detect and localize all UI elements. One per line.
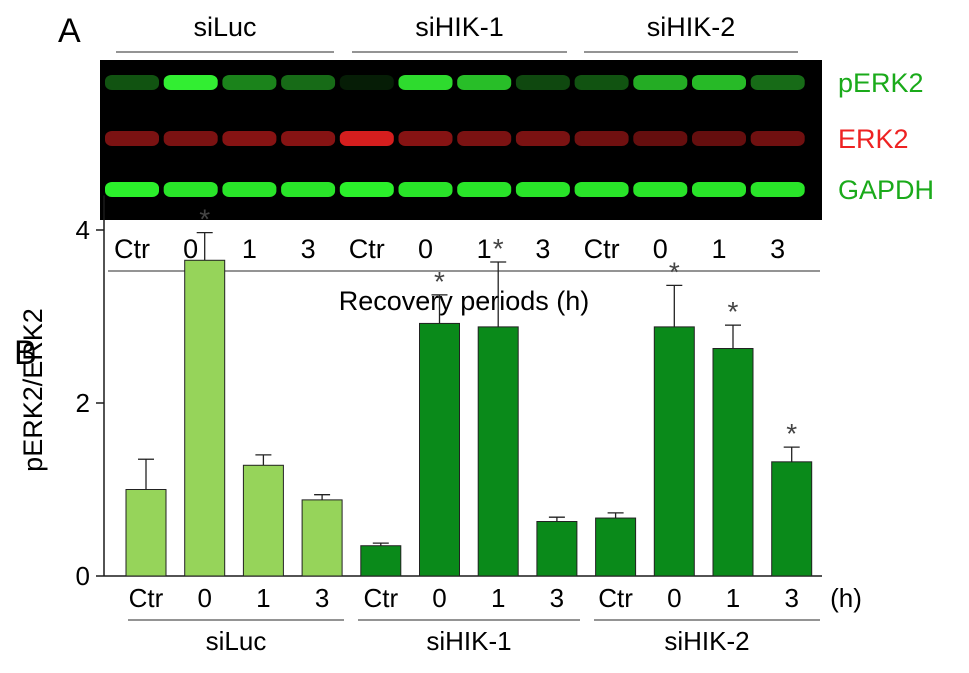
blot-band-erk2 <box>515 131 570 146</box>
group-label: siLuc <box>206 626 267 656</box>
blot-band-gapdh <box>222 182 277 197</box>
x-tick-label: 0 <box>667 583 681 613</box>
x-tick-label: Ctr <box>129 583 164 613</box>
blot-band-perk2 <box>750 75 805 90</box>
bar <box>712 348 754 577</box>
blot-band-gapdh <box>515 182 570 197</box>
blot-lane-label: 3 <box>535 234 550 264</box>
significance-marker: * <box>493 233 504 264</box>
x-tick-label: Ctr <box>363 583 398 613</box>
blot-band-erk2 <box>574 131 629 146</box>
blot-band-perk2 <box>457 75 512 90</box>
x-tick-label: 1 <box>726 583 740 613</box>
bar <box>125 489 167 577</box>
x-tick-label: Ctr <box>598 583 633 613</box>
x-tick-label: 3 <box>784 583 798 613</box>
blot-band-perk2 <box>163 75 218 90</box>
blot-lane-label: Ctr <box>349 234 385 264</box>
bar <box>419 322 460 577</box>
blot-band-erk2 <box>281 131 336 146</box>
blot-group-label: siHIK-2 <box>647 12 736 42</box>
bar <box>595 517 637 577</box>
bar <box>360 545 402 577</box>
x-tick-label: 1 <box>491 583 505 613</box>
significance-marker: * <box>199 204 210 235</box>
y-tick-label: 0 <box>76 561 90 591</box>
x-tick-label: 0 <box>432 583 446 613</box>
blot-band-gapdh <box>281 182 336 197</box>
blot-band-perk2 <box>339 75 394 90</box>
blot-group-label: siHIK-1 <box>415 12 504 42</box>
bar <box>536 521 578 577</box>
blot-row-label: pERK2 <box>838 68 924 98</box>
blot-band-gapdh <box>163 182 218 197</box>
blot-lane-label: 1 <box>242 234 257 264</box>
blot-band-gapdh <box>750 182 805 197</box>
blot-band-perk2 <box>281 75 336 90</box>
blot-band-perk2 <box>574 75 629 90</box>
blot-xlabel: Recovery periods (h) <box>339 286 590 316</box>
blot-lane-label: Ctr <box>114 234 150 264</box>
blot-lane-label: 1 <box>477 234 492 264</box>
x-tick-label: 3 <box>315 583 329 613</box>
x-tick-label: 1 <box>256 583 270 613</box>
y-tick-label: 2 <box>76 388 90 418</box>
significance-marker: * <box>434 266 445 297</box>
blot-lane-label: 1 <box>711 234 726 264</box>
blot-band-erk2 <box>163 131 218 146</box>
blot-lane-label: 0 <box>183 234 198 264</box>
x-tick-label: 0 <box>197 583 211 613</box>
bar <box>184 259 226 577</box>
blot-band-erk2 <box>398 131 453 146</box>
blot-lane-label: 3 <box>770 234 785 264</box>
x-tick-label: 3 <box>550 583 564 613</box>
blot-band-gapdh <box>574 182 629 197</box>
bar <box>653 326 695 577</box>
bar <box>301 499 343 577</box>
blot-band-erk2 <box>222 131 277 146</box>
y-axis-label: pERK2/ERK2 <box>18 308 48 472</box>
panel-a-label: A <box>58 12 81 50</box>
group-label: siHIK-1 <box>426 626 511 656</box>
blot-band-gapdh <box>339 182 394 197</box>
blot-row-label: GAPDH <box>838 175 934 205</box>
panel-b-label: B <box>14 334 37 372</box>
blot-band-erk2 <box>105 131 159 146</box>
blot-lane-label: 0 <box>653 234 668 264</box>
blot-band-erk2 <box>633 131 688 146</box>
blot-band-gapdh <box>105 182 159 197</box>
blot-band-erk2 <box>750 131 805 146</box>
blot-group-label: siLuc <box>193 12 256 42</box>
blot-band-gapdh <box>692 182 746 197</box>
blot-band-erk2 <box>692 131 746 146</box>
bar <box>242 464 284 577</box>
blot-band-perk2 <box>633 75 688 90</box>
blot-row-label: ERK2 <box>838 124 909 154</box>
y-tick-label: 4 <box>76 215 90 245</box>
blot-band-perk2 <box>515 75 570 90</box>
significance-marker: * <box>669 256 680 287</box>
blot-band-perk2 <box>105 75 159 90</box>
blot-band-perk2 <box>398 75 453 90</box>
blot-band-gapdh <box>633 182 688 197</box>
bar <box>477 326 519 577</box>
blot-band-gapdh <box>457 182 512 197</box>
blot-band-perk2 <box>222 75 277 90</box>
blot-band-erk2 <box>339 131 394 146</box>
significance-marker: * <box>786 418 797 449</box>
blot-lane-label: 3 <box>301 234 316 264</box>
blot-band-gapdh <box>398 182 453 197</box>
bar <box>771 461 813 577</box>
significance-marker: * <box>728 296 739 327</box>
blot-band-erk2 <box>457 131 512 146</box>
blot-lane-label: 0 <box>418 234 433 264</box>
blot-band-perk2 <box>692 75 746 90</box>
panel-a-western-blot: siLuc siHIK-1 siHIK-2 pERK2 ERK2 GAPDH Ctr 0 1 3 C… <box>100 12 934 316</box>
x-unit-label: (h) <box>830 583 862 613</box>
blot-lane-label: Ctr <box>584 234 620 264</box>
group-label: siHIK-2 <box>664 626 749 656</box>
